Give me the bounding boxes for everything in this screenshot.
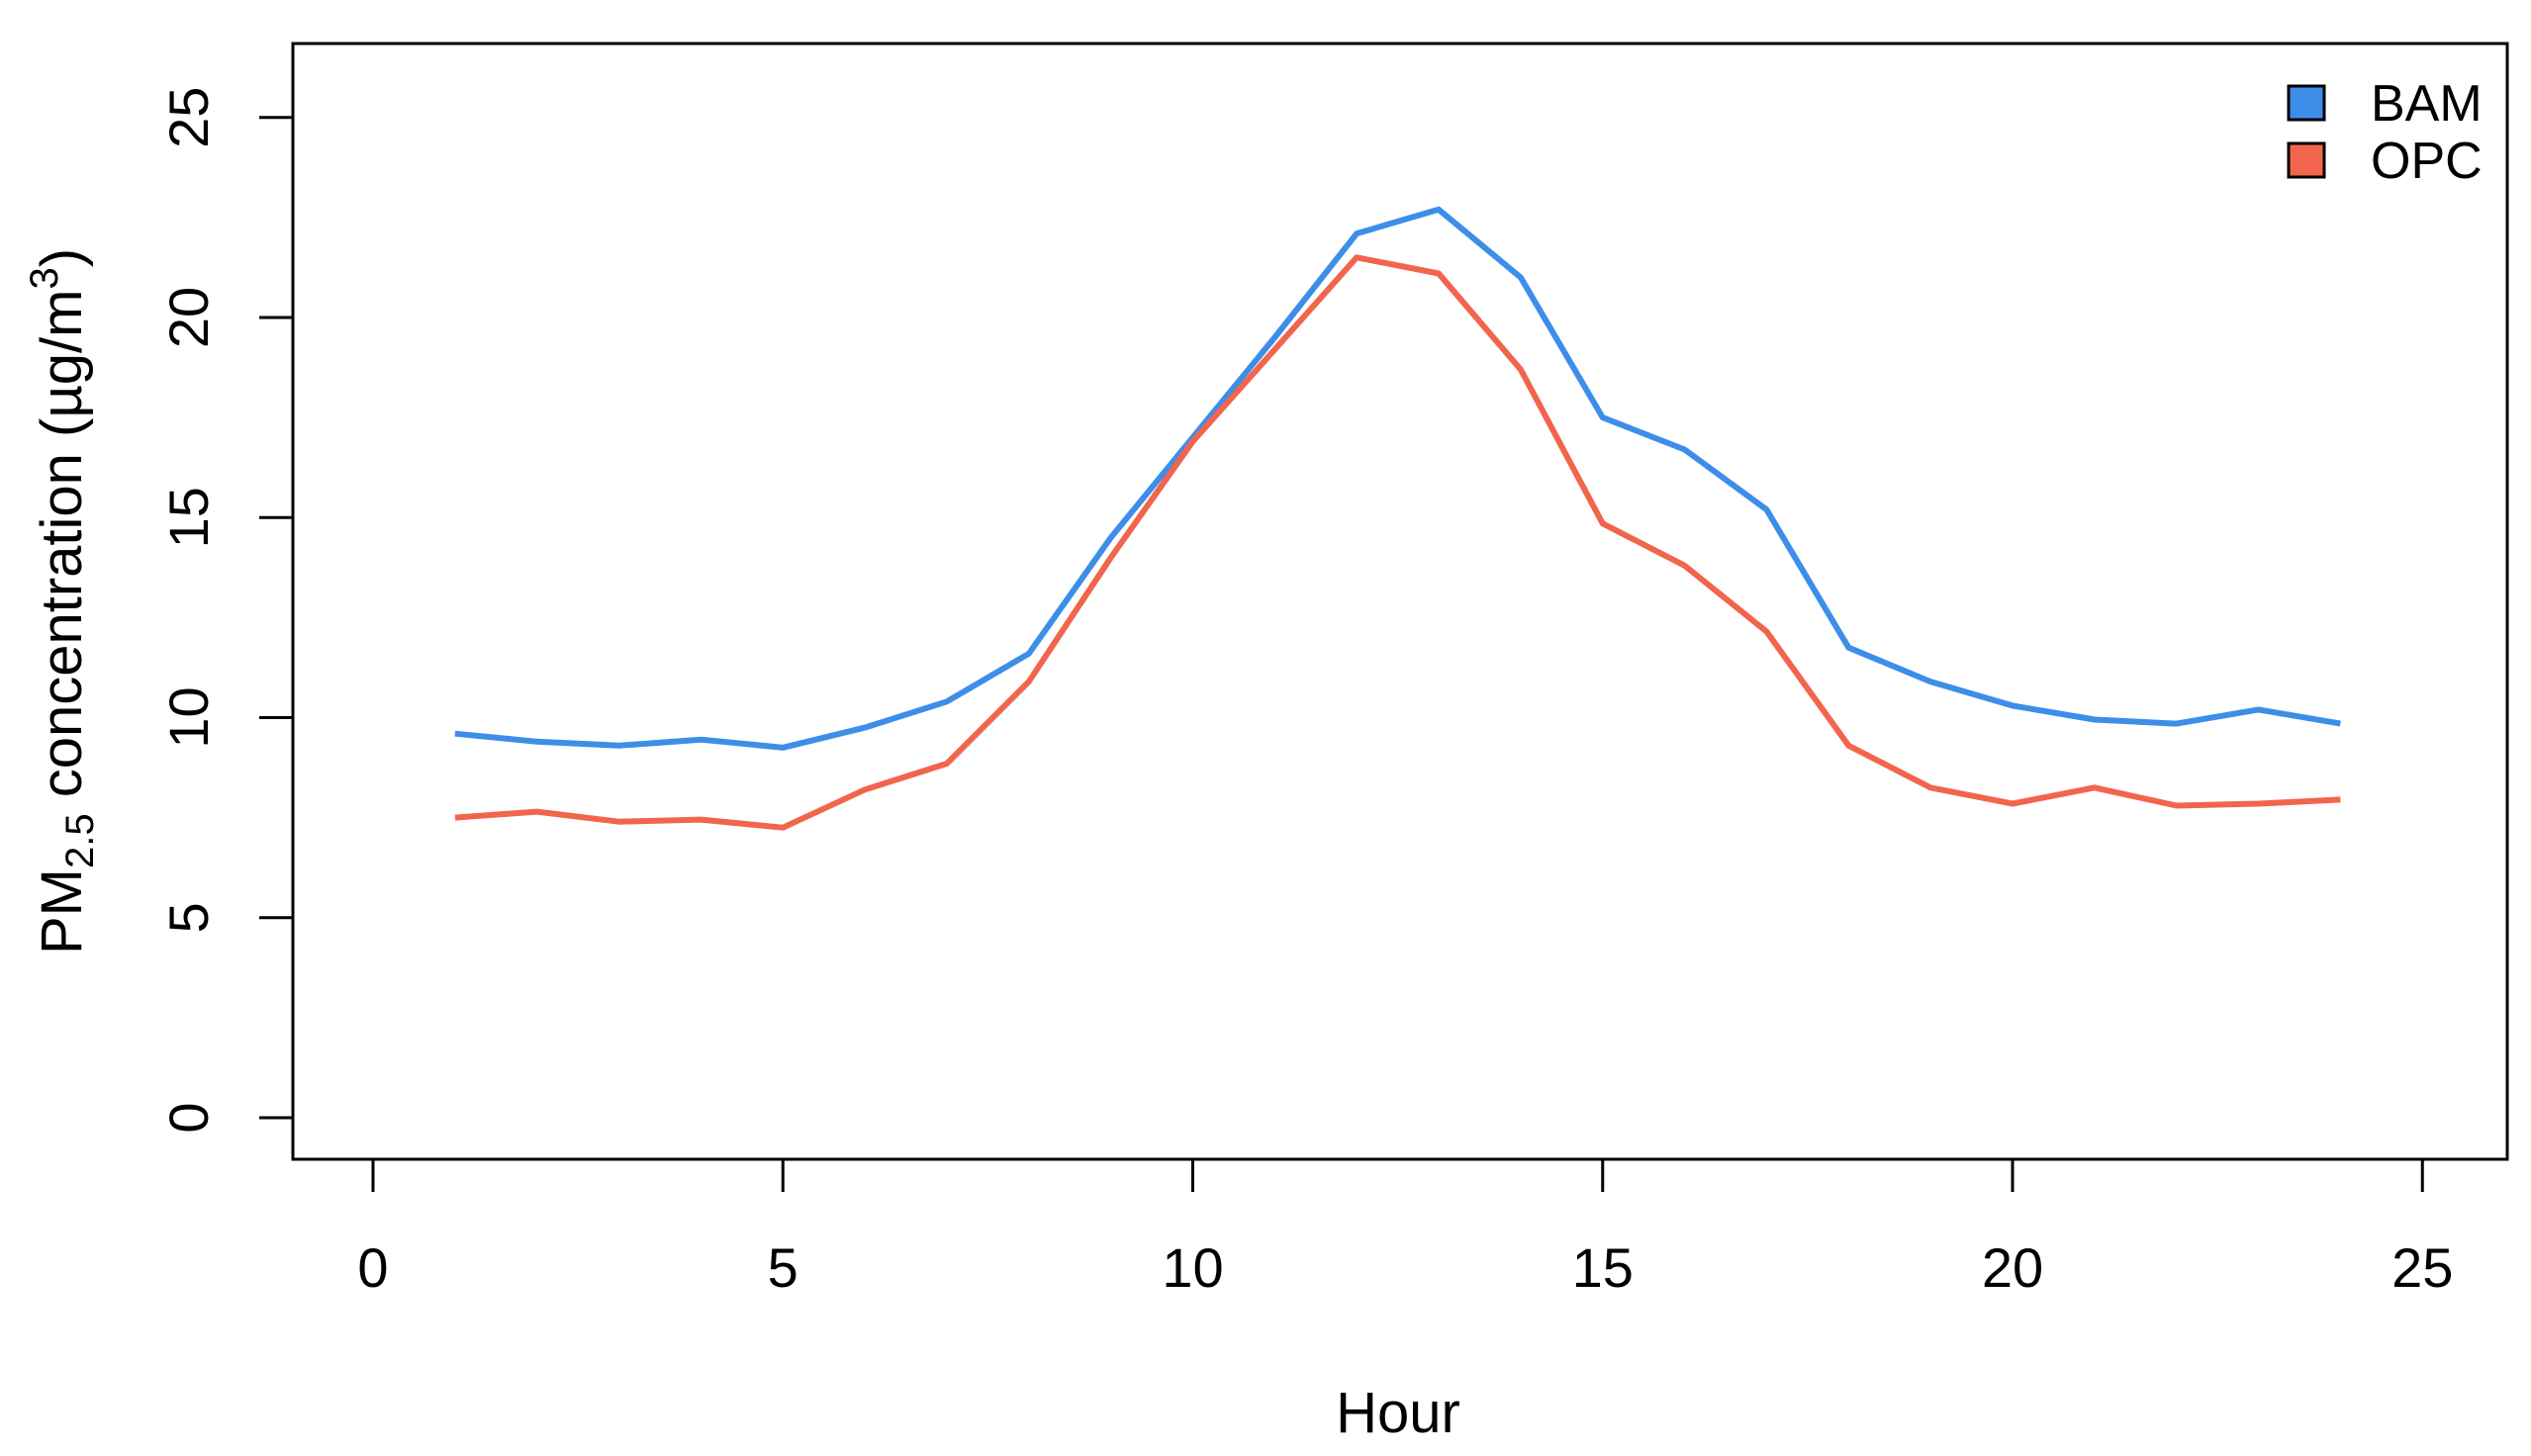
- x-tick-label: 0: [357, 1236, 388, 1299]
- x-tick-label: 25: [2391, 1236, 2453, 1299]
- y-tick-label: 15: [157, 487, 220, 548]
- y-axis-title-prefix: PM: [30, 868, 94, 955]
- y-axis-title-suffix: ): [30, 248, 94, 267]
- legend-label-opc: OPC: [2371, 133, 2483, 190]
- y-axis-title-middle: concentration (µg/m: [30, 290, 94, 814]
- x-tick-label: 10: [1162, 1236, 1223, 1299]
- y-axis-title-superscript: 3: [23, 267, 66, 289]
- plot-frame: [291, 42, 2509, 1161]
- y-tick-label: 5: [157, 902, 220, 933]
- series-layer: [454, 206, 2341, 831]
- legend-swatch-bam: [2287, 84, 2326, 122]
- y-tick-label: 20: [157, 287, 220, 348]
- series-line-bam: [454, 206, 2341, 751]
- series-line-opc: [454, 254, 2341, 831]
- y-tick-label: 10: [157, 686, 220, 748]
- y-tick-label: 25: [157, 87, 220, 148]
- x-axis: 0 5 10 15 20 25: [357, 1157, 2453, 1299]
- y-axis-title-subscript: 2.5: [58, 813, 102, 868]
- y-tick-label: 0: [157, 1102, 220, 1133]
- y-axis-title: PM2.5 concentration (µg/m3): [23, 248, 102, 955]
- y-axis: 0 5 10 15 20 25: [157, 87, 295, 1134]
- x-tick-label: 20: [1982, 1236, 2043, 1299]
- legend-label-bam: BAM: [2371, 75, 2483, 133]
- x-axis-title: Hour: [1336, 1381, 1460, 1445]
- x-tick-label: 15: [1572, 1236, 1634, 1299]
- x-tick-label: 5: [768, 1236, 798, 1299]
- legend-swatch-opc: [2287, 141, 2326, 179]
